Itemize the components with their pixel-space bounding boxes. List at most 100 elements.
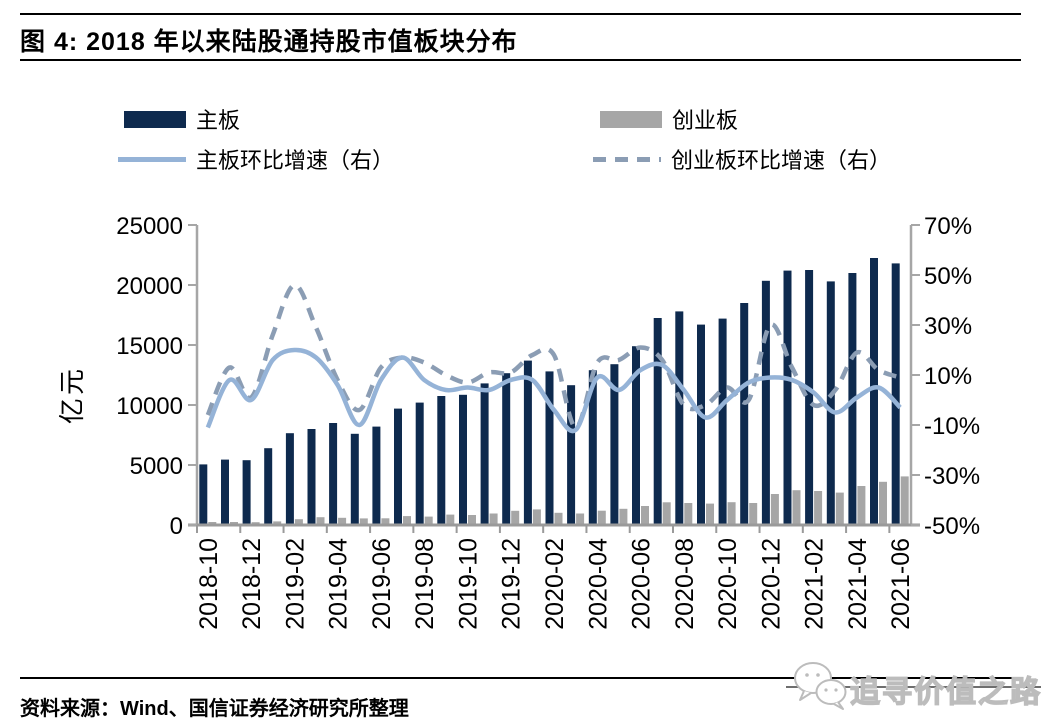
legend-label-main-growth: 主板环比增速（右） xyxy=(196,148,395,173)
left-axis-tick-label: 15000 xyxy=(116,333,183,360)
x-axis-tick-label: 2019-10 xyxy=(455,538,483,630)
bar-main-board xyxy=(221,459,229,525)
x-axis-tick-label: 2019-08 xyxy=(411,538,439,630)
x-axis-tick-label: 2019-06 xyxy=(368,538,396,630)
bar-main-board xyxy=(415,402,424,525)
right-axis-tick-label: 70% xyxy=(924,213,972,240)
top-rule xyxy=(20,13,1021,15)
bar-chinext xyxy=(641,506,649,525)
bar-main-board xyxy=(394,408,402,525)
x-axis-tick-label: 2020-12 xyxy=(757,538,785,630)
watermark-line xyxy=(786,686,1041,688)
bar-chinext xyxy=(532,509,541,525)
bar-chinext xyxy=(576,513,585,525)
bar-main-board xyxy=(675,311,684,525)
right-axis-tick-label: -30% xyxy=(924,463,980,490)
bar-chinext xyxy=(770,494,779,525)
bar-chinext xyxy=(424,516,433,525)
bar-main-board xyxy=(826,281,835,525)
bar-main-board xyxy=(718,318,727,525)
bar-main-board xyxy=(285,433,294,525)
bar-chinext xyxy=(835,492,844,525)
x-axis-tick-label: 2021-02 xyxy=(801,538,829,630)
bar-chinext xyxy=(446,514,455,525)
watermark: 追寻价值之路 xyxy=(786,655,1041,717)
x-axis-tick-label: 2019-02 xyxy=(281,538,309,630)
legend-swatch-chinext xyxy=(600,110,662,128)
bar-chinext xyxy=(684,503,693,525)
bar-main-board xyxy=(437,396,446,525)
x-axis-tick-label: 2020-04 xyxy=(584,538,612,630)
bar-main-board xyxy=(653,318,662,525)
right-axis-tick-label: 30% xyxy=(924,313,972,340)
bar-chinext xyxy=(727,502,736,525)
left-axis-tick-label: 0 xyxy=(170,513,183,540)
bar-chinext xyxy=(511,510,520,525)
bar-main-board xyxy=(740,303,749,525)
bar-chinext xyxy=(879,481,887,525)
legend-swatch-chinext-growth xyxy=(593,156,661,162)
bar-chinext xyxy=(749,503,758,525)
bar-chinext xyxy=(619,508,628,525)
bar-main-board xyxy=(783,270,792,525)
bar-main-board xyxy=(761,280,770,525)
bar-chinext xyxy=(814,491,823,525)
bar-main-board xyxy=(632,346,640,525)
bar-chinext xyxy=(597,510,606,525)
bar-main-board xyxy=(242,460,251,525)
x-axis-tick-label: 2019-04 xyxy=(325,538,353,630)
figure-title: 图 4: 2018 年以来陆股通持股市值板块分布 xyxy=(20,28,518,56)
bar-main-board xyxy=(870,258,878,525)
legend-swatch-main-growth xyxy=(118,156,186,162)
bar-main-board xyxy=(264,448,273,525)
bar-chinext xyxy=(706,503,714,525)
x-axis-tick-label: 2019-12 xyxy=(498,538,526,630)
bar-main-board xyxy=(459,394,467,525)
bar-chinext xyxy=(359,518,368,525)
bar-main-board xyxy=(567,385,576,525)
bar-chinext xyxy=(554,512,563,525)
bar-chinext xyxy=(900,476,909,525)
bar-chinext xyxy=(489,513,498,525)
bar-chinext xyxy=(403,516,411,525)
bar-main-board xyxy=(502,373,511,525)
title-rule xyxy=(20,59,1021,61)
x-axis-tick-label: 2018-10 xyxy=(195,538,223,630)
bar-chinext xyxy=(294,519,303,525)
bar-chinext xyxy=(468,515,476,525)
legend-item-main-board: 主板 xyxy=(124,104,240,134)
left-axis-tick-label: 20000 xyxy=(116,273,183,300)
right-axis-tick-label: -10% xyxy=(924,413,980,440)
bar-main-board xyxy=(480,383,489,525)
bar-chinext xyxy=(316,517,325,525)
x-axis-tick-label: 2020-08 xyxy=(671,538,699,630)
bar-main-board xyxy=(523,360,532,525)
bar-main-board xyxy=(350,433,359,525)
legend-swatch-main-board xyxy=(124,110,186,128)
right-axis-tick-label: 10% xyxy=(924,363,972,390)
bar-main-board xyxy=(891,263,900,525)
line-chinext-growth xyxy=(205,282,901,430)
bar-main-board xyxy=(372,426,381,525)
right-axis-tick-label: -50% xyxy=(924,513,980,540)
x-axis-tick-label: 2021-04 xyxy=(844,538,872,630)
x-axis-tick-label: 2018-12 xyxy=(238,538,266,630)
bar-main-board xyxy=(610,364,619,525)
bar-chinext xyxy=(662,502,671,525)
line-main-growth xyxy=(205,347,902,434)
wechat-icon xyxy=(794,662,847,710)
legend-item-main-growth: 主板环比增速（右） xyxy=(118,144,394,174)
bar-chinext xyxy=(857,486,866,525)
right-axis-tick-label: 50% xyxy=(924,263,972,290)
footer-rule xyxy=(20,677,1021,679)
bar-main-board xyxy=(697,324,705,525)
x-axis-tick-label: 2020-02 xyxy=(541,538,569,630)
bar-chinext xyxy=(381,518,390,525)
bar-main-board xyxy=(199,464,208,525)
watermark-text: 追寻价值之路 xyxy=(849,675,1041,709)
legend-label-main-board: 主板 xyxy=(196,108,241,133)
x-axis-tick-label: 2020-10 xyxy=(714,538,742,630)
bar-main-board xyxy=(545,371,554,525)
